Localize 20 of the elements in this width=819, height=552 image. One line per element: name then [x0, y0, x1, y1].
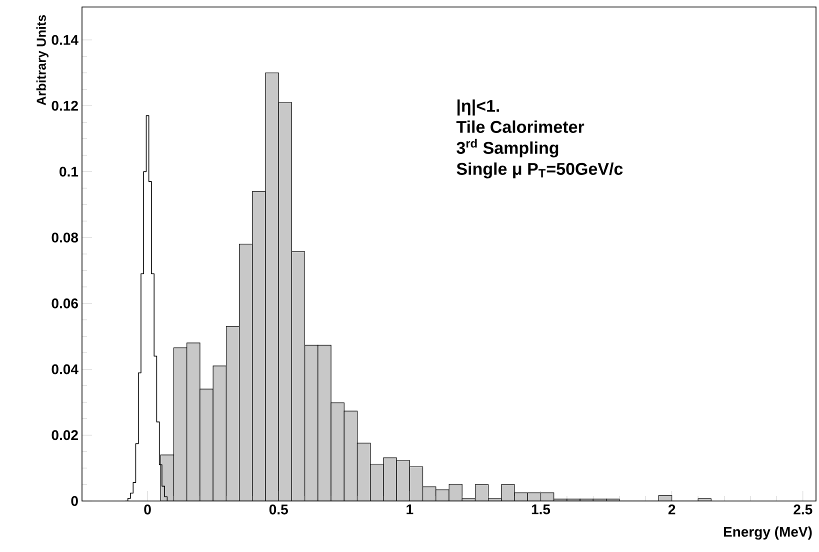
y-tick-label: 0.08 [52, 232, 78, 242]
x-tick-label: 0.5 [269, 504, 288, 514]
x-tick-label: 2 [668, 504, 676, 514]
y-axis-title: Arbitrary Units [36, 15, 48, 106]
y-tick-label: 0.06 [52, 298, 78, 308]
y-tick-label: 0 [71, 496, 78, 506]
annotation: |η|<1. [458, 99, 500, 116]
y-tick-label: 0.02 [52, 430, 78, 440]
x-axis-title: Energy (MeV) [724, 526, 812, 540]
x-tick-label: 2.5 [794, 504, 812, 514]
annotation: 3$^{rd}$ Sampling [456, 138, 558, 158]
x-tick-label: 1.5 [532, 504, 550, 514]
x-tick-label: 0 [144, 504, 151, 514]
y-tick-label: 0.12 [52, 100, 78, 111]
y-tick-label: 0.04 [52, 364, 78, 374]
x-tick-label: 1 [406, 504, 414, 514]
y-tick-label: 0.14 [52, 34, 78, 45]
annotation: Single μ P$_{T}$=50GeV/c [456, 162, 623, 178]
y-tick-label: 0.1 [60, 166, 78, 177]
annotation: Tile Calorimeter [456, 120, 584, 133]
